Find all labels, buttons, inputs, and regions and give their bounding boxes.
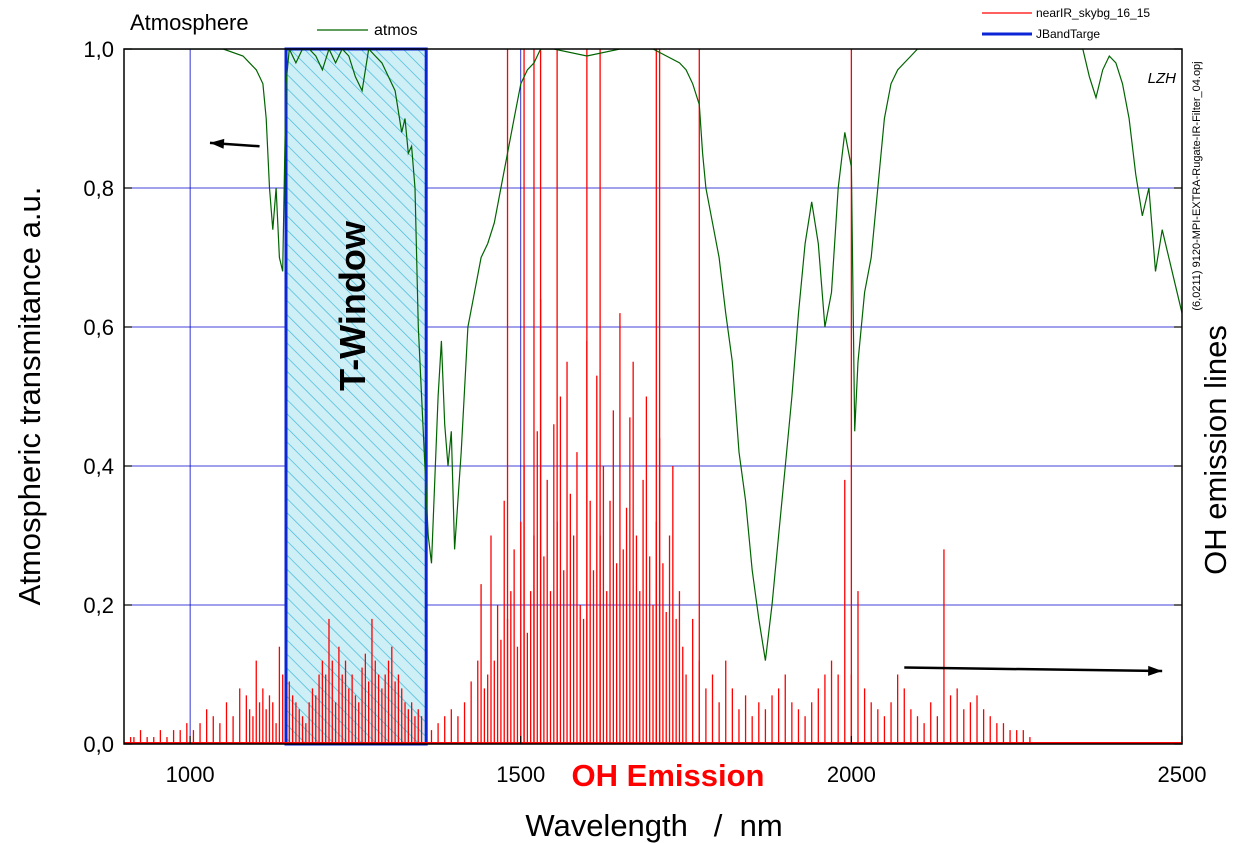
y-tick-label: 0,0	[83, 732, 114, 757]
x-tick-label: 1000	[166, 762, 215, 787]
x-tick-label: 2000	[827, 762, 876, 787]
atmos-series-line	[124, 49, 1182, 661]
plot-frame	[123, 48, 1183, 745]
x-tick-label: 2500	[1158, 762, 1207, 787]
legend-atmos: atmos	[317, 22, 418, 39]
x-tick-label: 1500	[496, 762, 545, 787]
oh-emission-series	[124, 49, 1182, 744]
legend-atmos-label: atmos	[374, 22, 418, 39]
arrow-head	[1148, 665, 1163, 676]
y-axis-title-left: Atmospheric transmitance a.u.	[12, 187, 47, 606]
t-window-filter	[284, 47, 428, 746]
filename-label: (6,0211) 9120-MPI-EXTRA-Rugate-IR-Filter…	[1191, 61, 1203, 310]
y-tick-label: 0,2	[83, 593, 114, 618]
y-tick-label: 0,6	[83, 315, 114, 340]
x-axis-title: Wavelength / nm	[525, 808, 782, 843]
legend-oh-label: nearIR_skybg_16_15	[1036, 6, 1150, 20]
t-window-label: T-Window	[332, 220, 373, 391]
lzh-mark: LZH	[1148, 70, 1177, 87]
chart-title: Atmosphere	[130, 10, 249, 35]
y-tick-label: 1,0	[83, 37, 114, 62]
arrow-head	[209, 138, 225, 149]
y-axis-title-right: OH emission lines	[1198, 325, 1233, 575]
axis-arrows	[209, 138, 1163, 676]
oh-emission-label: OH Emission	[572, 758, 765, 793]
arrow-shaft	[904, 666, 1163, 673]
axis-ticks: 1000 1500 2000 2500 0,0 0,2 0,4 0,6 0,8 1,0	[83, 37, 1206, 787]
legend-right: nearIR_skybg_16_15 JBandTarge	[982, 6, 1150, 41]
legend-window-label: JBandTarge	[1036, 27, 1100, 41]
y-tick-label: 0,8	[83, 176, 114, 201]
y-tick-label: 0,4	[83, 454, 114, 479]
